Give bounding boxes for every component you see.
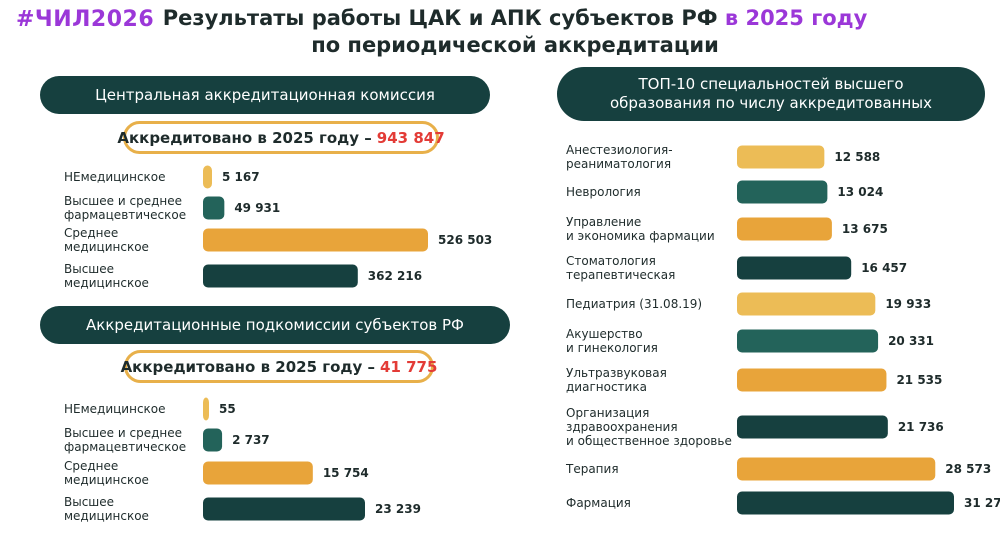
cak-total-label: Аккредитовано в 2025 году – bbox=[117, 128, 372, 147]
cak-total-value: 943 847 bbox=[376, 128, 445, 147]
apk-category-label: НЕмедицинское bbox=[64, 402, 166, 416]
cak-value-label: 49 931 bbox=[234, 201, 280, 215]
top10-bar bbox=[737, 256, 852, 280]
top10-bar bbox=[737, 292, 876, 316]
top10-value-label: 12 588 bbox=[834, 150, 880, 164]
cak-bar bbox=[203, 196, 225, 220]
top10-bar bbox=[737, 368, 887, 392]
top10-bar bbox=[737, 415, 888, 439]
apk-category-label: Высшее и среднее bbox=[64, 426, 182, 440]
top10-category-label: Управление bbox=[566, 215, 641, 229]
top10-heading-line1: ТОП-10 специальностей высшего bbox=[638, 75, 904, 93]
apk-value-label: 23 239 bbox=[375, 502, 421, 516]
top10-category-label: Педиатрия (31.08.19) bbox=[566, 297, 702, 311]
cak-category-label: фармацевтическое bbox=[64, 208, 186, 222]
apk-bar bbox=[203, 397, 209, 421]
title-accent: в 2025 году bbox=[724, 6, 868, 30]
cak-category-label: НЕмедицинское bbox=[64, 170, 166, 184]
cak-bar bbox=[203, 228, 428, 252]
top10-category-label: Фармация bbox=[566, 496, 631, 510]
apk-category-label: медицинское bbox=[64, 473, 149, 487]
top10-heading: ТОП-10 специальностей высшего образовани… bbox=[557, 67, 985, 121]
apk-category-label: фармацевтическое bbox=[64, 440, 186, 454]
cak-category-label: Среднее bbox=[64, 226, 118, 240]
top10-bar bbox=[737, 145, 825, 169]
top10-category-label: Акушерство bbox=[566, 327, 643, 341]
top10-bar bbox=[737, 180, 828, 204]
top10-value-label: 28 573 bbox=[945, 462, 991, 476]
top10-value-label: 20 331 bbox=[888, 334, 934, 348]
cak-bar bbox=[203, 264, 358, 288]
cak-total-box: Аккредитовано в 2025 году – 943 847 bbox=[117, 121, 445, 154]
top10-bar bbox=[737, 329, 879, 353]
top10-category-label: и гинекология bbox=[566, 341, 658, 355]
top10-category-label: Неврология bbox=[566, 185, 641, 199]
apk-total-box: Аккредитовано в 2025 году – 41 775 bbox=[120, 350, 438, 383]
cak-value-label: 362 216 bbox=[368, 269, 422, 283]
apk-value-label: 15 754 bbox=[323, 466, 369, 480]
apk-bar bbox=[203, 428, 223, 452]
cak-bar bbox=[203, 165, 212, 189]
cak-category-label: Высшее bbox=[64, 262, 114, 276]
apk-value-label: 2 737 bbox=[232, 433, 270, 447]
apk-heading: Аккредитационные подкомиссии субъектов Р… bbox=[40, 306, 510, 344]
top10-value-label: 19 933 bbox=[885, 297, 931, 311]
apk-total-label: Аккредитовано в 2025 году – bbox=[120, 357, 376, 376]
top10-value-label: 13 675 bbox=[842, 222, 888, 236]
page-title: Результаты работы ЦАК и АПК субъектов РФ… bbox=[120, 5, 910, 59]
top10-category-label: Анестезиология- bbox=[566, 143, 673, 157]
title-main: Результаты работы ЦАК и АПК субъектов РФ bbox=[162, 6, 718, 30]
top10-category-label: Ультразвуковая bbox=[566, 366, 667, 380]
top10-category-label: Терапия bbox=[565, 462, 619, 476]
apk-category-label: медицинское bbox=[64, 509, 149, 523]
top10-category-label: здравоохранения bbox=[566, 420, 678, 434]
cak-category-label: медицинское bbox=[64, 276, 149, 290]
top10-bar bbox=[737, 457, 936, 481]
apk-bar bbox=[203, 497, 365, 521]
apk-category-label: Высшее bbox=[64, 495, 114, 509]
top10-category-label: и экономика фармации bbox=[566, 229, 715, 243]
title-line2: по периодической аккредитации bbox=[311, 33, 719, 57]
cak-value-label: 5 167 bbox=[222, 170, 260, 184]
top10-category-label: диагностика bbox=[566, 380, 647, 394]
top10-value-label: 21 736 bbox=[898, 420, 944, 434]
apk-bar bbox=[203, 461, 313, 485]
top10-value-label: 13 024 bbox=[837, 185, 883, 199]
top10-category-label: терапевтическая bbox=[566, 268, 675, 282]
hashtag-logo: #ЧИЛ2026 bbox=[16, 7, 155, 32]
apk-category-label: Среднее bbox=[64, 459, 118, 473]
top10-category-label: Организация bbox=[566, 406, 649, 420]
apk-value-label: 55 bbox=[219, 402, 236, 416]
top10-bar bbox=[737, 217, 832, 241]
cak-heading: Центральная аккредитационная комиссия bbox=[40, 76, 490, 114]
top10-value-label: 16 457 bbox=[861, 261, 907, 275]
top10-value-label: 21 535 bbox=[896, 373, 942, 387]
apk-total-value: 41 775 bbox=[380, 357, 438, 376]
cak-value-label: 526 503 bbox=[438, 233, 492, 247]
cak-category-label: Высшее и среднее bbox=[64, 194, 182, 208]
cak-category-label: медицинское bbox=[64, 240, 149, 254]
top10-bar bbox=[737, 491, 954, 515]
top10-category-label: и общественное здоровье bbox=[566, 434, 732, 448]
top10-heading-line2: образования по числу аккредитованных bbox=[610, 94, 932, 112]
top10-category-label: Стоматология bbox=[566, 254, 656, 268]
top10-value-label: 31 271 bbox=[964, 496, 1000, 510]
top10-category-label: реаниматология bbox=[566, 157, 671, 171]
